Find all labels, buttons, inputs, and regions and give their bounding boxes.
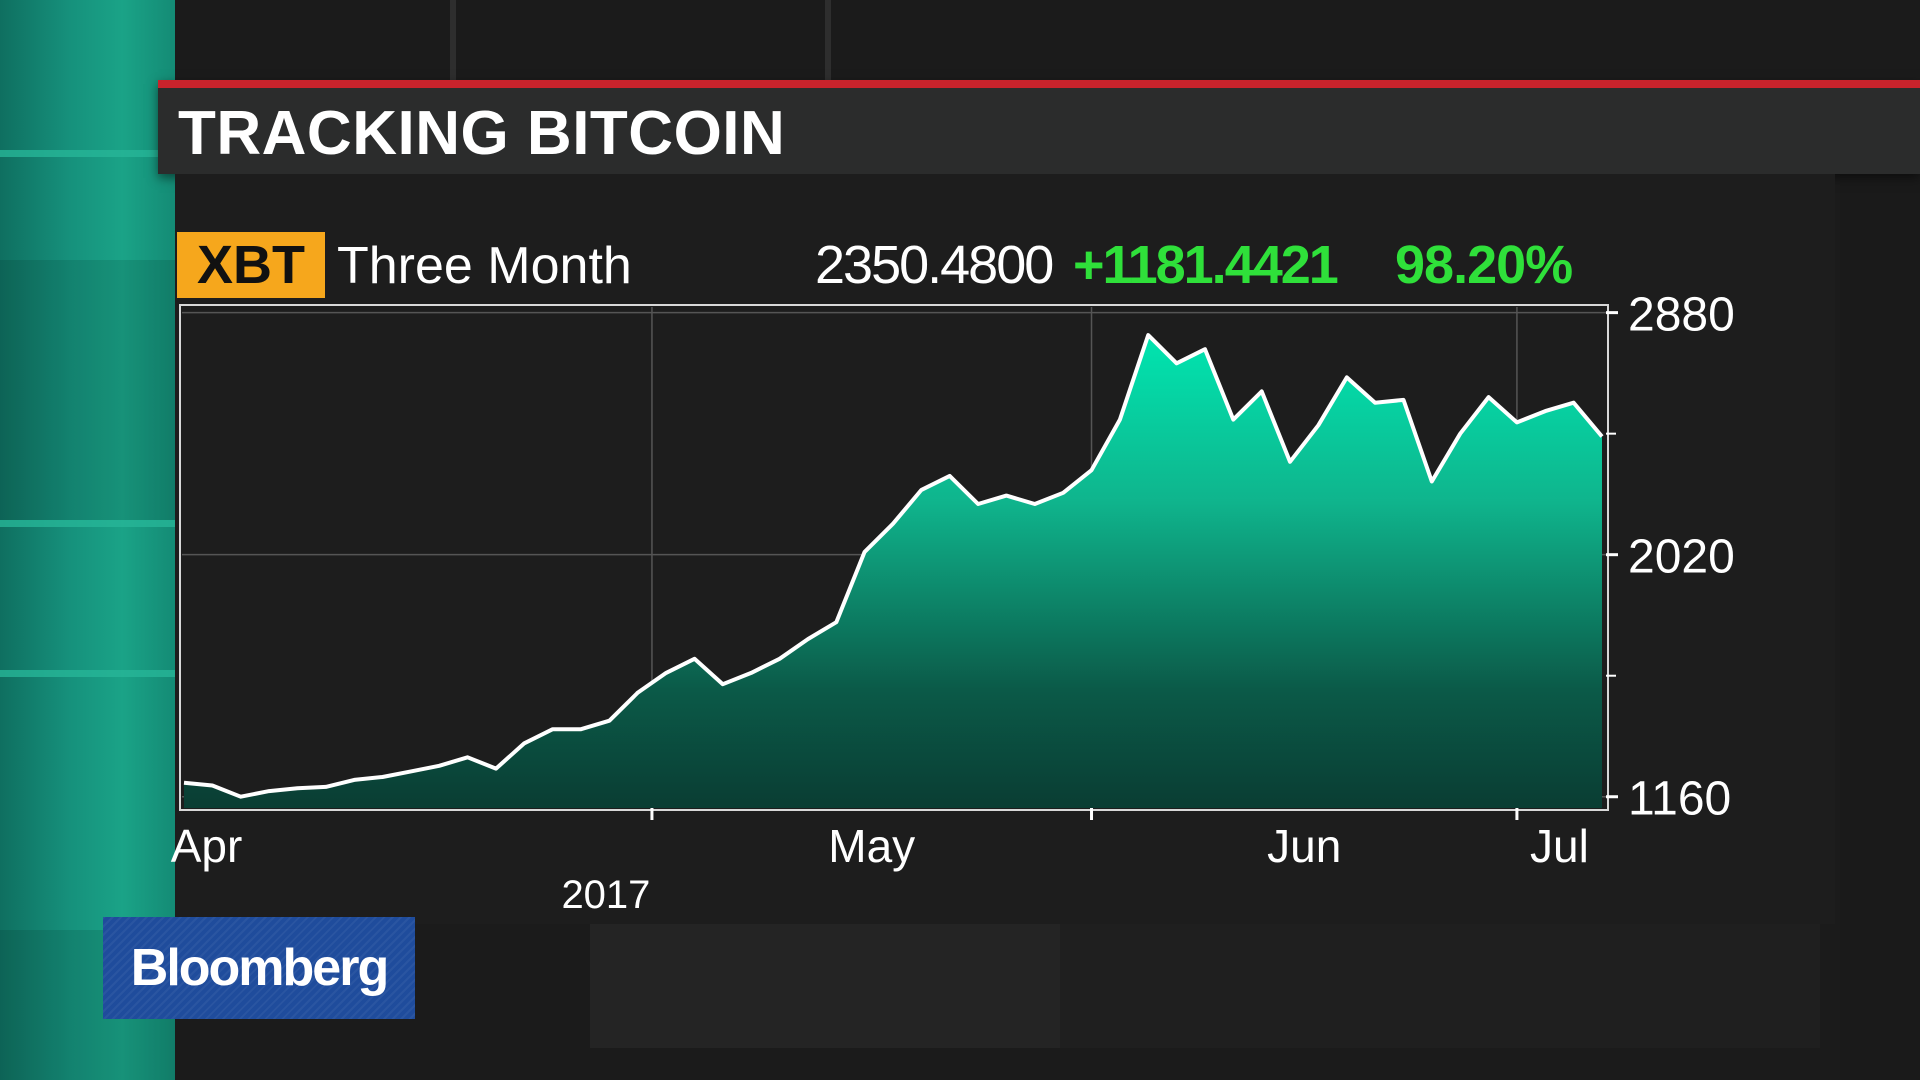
background-panel — [590, 924, 1060, 1048]
price-line — [183, 333, 1604, 799]
x-tick-label: May — [828, 820, 915, 872]
x-tick-label: Jun — [1267, 820, 1341, 872]
bloomberg-logo: Bloomberg — [103, 917, 415, 1019]
price-area — [184, 335, 1602, 808]
y-tick-label: 2880 — [1628, 289, 1735, 342]
left-decorative-stripe — [0, 0, 175, 1080]
background-divider — [450, 0, 456, 80]
logo-text: Bloomberg — [130, 939, 389, 997]
x-tick-label: Jul — [1530, 820, 1589, 872]
background-panel — [1060, 924, 1820, 1048]
price-change: +1181.4421 — [1073, 235, 1339, 295]
y-tick-label: 1160 — [1628, 773, 1731, 826]
stripe-band — [0, 520, 175, 527]
stripe-shade — [0, 260, 175, 520]
header-bar: TRACKING BITCOIN — [158, 80, 1920, 174]
x-year-label: 2017 — [561, 873, 650, 917]
last-price: 2350.4800 — [815, 235, 1054, 295]
background-panel — [1840, 174, 1920, 1080]
y-tick-label: 2020 — [1628, 531, 1735, 584]
background-divider — [825, 0, 831, 80]
header-accent-line — [158, 80, 1920, 88]
price-change-percent: 98.20% — [1395, 235, 1573, 295]
ticker-symbol-badge: XBT — [177, 232, 325, 298]
axes: 2880 2020 1160 Apr May Jun Jul 2017 — [171, 289, 1735, 917]
x-tick-label: Apr — [171, 820, 243, 872]
period-label: Three Month — [337, 237, 632, 295]
stripe-band — [0, 670, 175, 677]
page-title: TRACKING BITCOIN — [178, 99, 786, 168]
stripe-band — [0, 150, 175, 157]
